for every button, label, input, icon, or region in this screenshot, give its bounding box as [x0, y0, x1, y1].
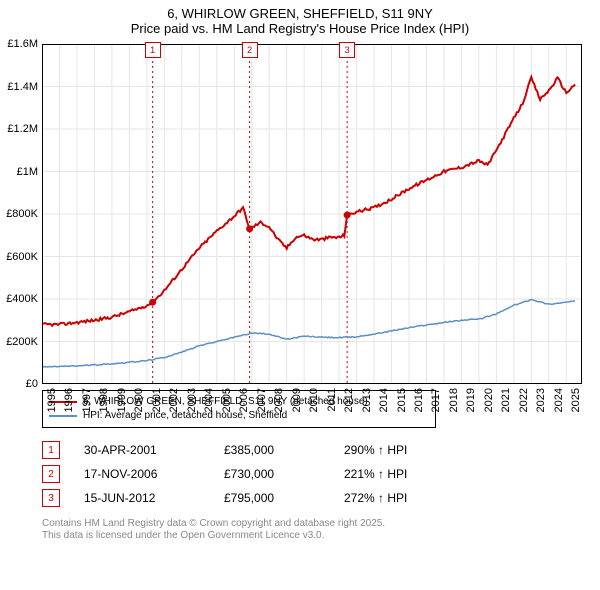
chart-container: 6, WHIRLOW GREEN, SHEFFIELD, S11 9NY Pri… [0, 0, 600, 590]
sale-price: £385,000 [224, 443, 344, 457]
chart-sale-marker-icon: 2 [242, 42, 258, 58]
x-axis-tick-label: 1997 [81, 388, 93, 412]
x-axis-tick-label: 2016 [413, 388, 425, 412]
x-axis-tick-label: 2022 [518, 388, 530, 412]
sale-date: 30-APR-2001 [84, 443, 224, 457]
table-row: 3 15-JUN-2012 £795,000 272% ↑ HPI [42, 486, 600, 510]
x-axis-tick-label: 2002 [168, 388, 180, 412]
x-axis-tick-label: 2018 [448, 388, 460, 412]
x-axis-tick-label: 2025 [570, 388, 582, 412]
x-axis-tick-label: 1995 [46, 388, 58, 412]
y-axis-tick-label: £1.6M [0, 38, 38, 50]
footer-line-1: Contains HM Land Registry data © Crown c… [42, 518, 600, 530]
footer-line-2: This data is licensed under the Open Gov… [42, 530, 600, 542]
x-axis-tick-label: 2014 [378, 388, 390, 412]
sale-date: 15-JUN-2012 [84, 491, 224, 505]
table-row: 2 17-NOV-2006 £730,000 221% ↑ HPI [42, 462, 600, 486]
title-line-2: Price paid vs. HM Land Registry's House … [0, 21, 600, 36]
x-axis-tick-label: 2006 [238, 388, 250, 412]
x-axis-tick-label: 2008 [273, 388, 285, 412]
x-axis-tick-label: 2000 [133, 388, 145, 412]
x-axis-tick-label: 2019 [465, 388, 477, 412]
x-axis-tick-label: 2021 [500, 388, 512, 412]
sale-hpi: 290% ↑ HPI [344, 443, 484, 457]
sales-table: 1 30-APR-2001 £385,000 290% ↑ HPI 2 17-N… [42, 438, 600, 510]
sale-date: 17-NOV-2006 [84, 467, 224, 481]
x-axis-tick-label: 2020 [483, 388, 495, 412]
x-axis-tick-label: 2010 [308, 388, 320, 412]
x-axis-tick-label: 2013 [361, 388, 373, 412]
x-axis-tick-label: 2011 [326, 388, 338, 412]
x-axis-tick-label: 1996 [63, 388, 75, 412]
line-chart-svg [42, 44, 582, 384]
x-axis-tick-label: 2024 [553, 388, 565, 412]
x-axis-tick-label: 2004 [203, 388, 215, 412]
y-axis-tick-label: £400K [0, 293, 38, 305]
y-axis-tick-label: £600K [0, 251, 38, 263]
x-axis-tick-label: 2003 [186, 388, 198, 412]
sale-marker-icon: 2 [42, 465, 60, 483]
sale-hpi: 221% ↑ HPI [344, 467, 484, 481]
x-axis-tick-label: 2005 [221, 388, 233, 412]
y-axis-tick-label: £800K [0, 208, 38, 220]
x-axis-tick-label: 1999 [116, 388, 128, 412]
sale-hpi: 272% ↑ HPI [344, 491, 484, 505]
y-axis-tick-label: £1.2M [0, 123, 38, 135]
footer: Contains HM Land Registry data © Crown c… [42, 518, 600, 542]
y-axis-tick-label: £0 [0, 378, 38, 390]
x-axis-tick-label: 2015 [396, 388, 408, 412]
sale-price: £730,000 [224, 467, 344, 481]
y-axis-tick-label: £1.4M [0, 81, 38, 93]
x-axis-tick-label: 1998 [98, 388, 110, 412]
x-axis-tick-label: 2001 [151, 388, 163, 412]
sale-marker-icon: 3 [42, 489, 60, 507]
sale-price: £795,000 [224, 491, 344, 505]
y-axis-tick-label: £1M [0, 166, 38, 178]
title-block: 6, WHIRLOW GREEN, SHEFFIELD, S11 9NY Pri… [0, 0, 600, 36]
sale-marker-icon: 1 [42, 441, 60, 459]
legend-swatch [49, 415, 77, 417]
chart-area: 123 199519961997199819992000200120022003… [42, 44, 582, 384]
x-axis-tick-label: 2017 [430, 388, 442, 412]
table-row: 1 30-APR-2001 £385,000 290% ↑ HPI [42, 438, 600, 462]
chart-sale-marker-icon: 1 [145, 42, 161, 58]
y-axis-tick-label: £200K [0, 336, 38, 348]
x-axis-tick-label: 2023 [535, 388, 547, 412]
x-axis-tick-label: 2012 [343, 388, 355, 412]
x-axis-tick-label: 2009 [291, 388, 303, 412]
title-line-1: 6, WHIRLOW GREEN, SHEFFIELD, S11 9NY [0, 6, 600, 21]
x-axis-tick-label: 2007 [256, 388, 268, 412]
chart-sale-marker-icon: 3 [339, 42, 355, 58]
